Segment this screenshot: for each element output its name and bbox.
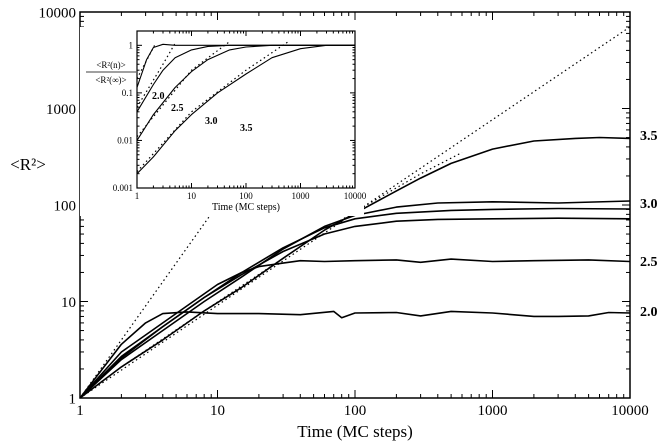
main-x-axis-label: Time (MC steps) — [297, 422, 413, 441]
x-tick-label: 10000 — [344, 191, 367, 201]
x-tick-label: 10 — [210, 403, 225, 419]
y-tick-label: 10000 — [39, 5, 77, 21]
main-tick-labels: 1 10 100 1000 10000 1 10 100 1000 10000 — [39, 5, 649, 419]
inset-y-label-numerator: <R²(n)> — [96, 60, 125, 70]
curve-label: 2.5 — [640, 255, 658, 270]
x-tick-label: 1 — [76, 403, 84, 419]
y-tick-label: 100 — [54, 198, 77, 214]
inset-axis-ticks — [136, 30, 356, 189]
curve-label: 3.0 — [205, 116, 218, 127]
series-line — [79, 310, 631, 399]
main-y-axis-label: <R²> — [10, 155, 46, 174]
curve-label: 3.0 — [640, 197, 658, 212]
inset-x-axis-label: Time (MC steps) — [212, 202, 280, 213]
curve-label: 2.0 — [152, 91, 165, 102]
y-tick-label: 10 — [61, 295, 76, 311]
series-line — [79, 258, 631, 399]
curve-label: 3.5 — [640, 129, 658, 144]
inset-curve-labels: 2.0 2.5 3.0 3.5 — [152, 91, 253, 134]
inset-tick-labels: 1 10 100 1000 10000 0.001 0.01 0.1 1 — [113, 40, 367, 201]
y-tick-label: 0.1 — [122, 88, 133, 98]
reference-line — [79, 151, 463, 399]
x-tick-label: 1000 — [292, 191, 311, 201]
y-tick-label: 1 — [129, 40, 134, 50]
series-line — [136, 44, 355, 175]
x-tick-label: 1 — [135, 191, 140, 201]
series-line — [79, 200, 631, 399]
reference-line — [136, 42, 176, 108]
x-tick-label: 100 — [344, 403, 367, 419]
series-line — [136, 44, 355, 141]
x-tick-label: 10 — [187, 191, 197, 201]
reference-line — [79, 195, 224, 399]
x-tick-label: 100 — [239, 191, 253, 201]
x-tick-label: 1000 — [478, 403, 508, 419]
reference-line — [136, 41, 230, 138]
y-tick-label: 1 — [69, 391, 77, 407]
series-line — [136, 44, 355, 113]
curve-label: 2.5 — [171, 103, 184, 114]
main-curve-labels: 3.5 3.0 2.5 2.0 — [640, 129, 658, 320]
series-line — [79, 207, 631, 399]
inset-y-label-denominator: <R²(∞)> — [95, 75, 126, 85]
curve-label: 2.0 — [640, 305, 658, 320]
inset-series-group — [136, 41, 355, 175]
inset-chart: 1 10 100 1000 10000 0.001 0.01 0.1 1 2.0 2.5 3.0 3.… — [80, 27, 367, 216]
main-series-group — [79, 26, 631, 399]
y-tick-label: 0.001 — [113, 183, 133, 193]
x-tick-label: 10000 — [611, 403, 649, 419]
y-tick-label: 0.01 — [117, 136, 133, 146]
series-line — [79, 217, 631, 399]
curve-label: 3.5 — [240, 123, 253, 134]
y-tick-label: 1000 — [46, 102, 76, 118]
inset-background — [80, 27, 364, 216]
